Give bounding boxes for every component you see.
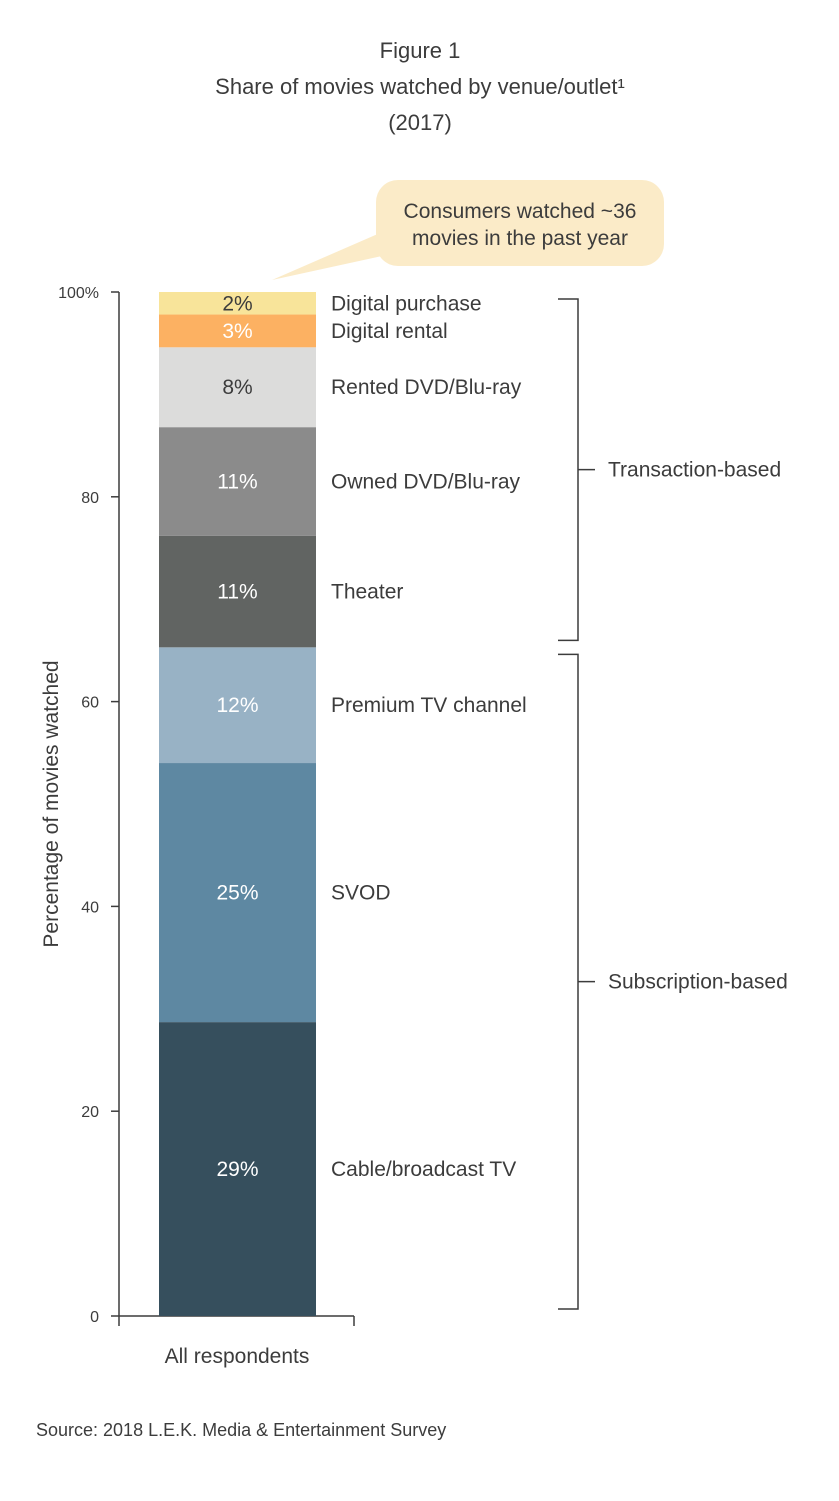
group-label: Transaction-based	[608, 459, 781, 482]
callout-line-2: movies in the past year	[412, 227, 628, 250]
segment-name-label: Digital rental	[331, 320, 448, 343]
y-tick-label: 100%	[58, 285, 99, 302]
bar-segment	[159, 763, 316, 1023]
segment-name-label: Digital purchase	[331, 292, 482, 315]
bar-segment	[159, 647, 316, 764]
segment-name-label: Premium TV channel	[331, 694, 527, 717]
data-label: 11%	[217, 581, 257, 604]
bar-segment	[159, 535, 316, 648]
bar-segment	[159, 314, 316, 348]
bar-segment	[159, 347, 316, 428]
bar-segments: 29% Cable/broadcast TV 25% SVOD 12% Premium T…	[159, 292, 527, 1316]
data-label: 2%	[222, 292, 252, 315]
callout-bubble	[376, 180, 664, 266]
y-axis-title: Percentage of movies watched	[40, 660, 63, 947]
bar-segment	[159, 427, 316, 536]
data-label: 12%	[216, 694, 258, 717]
segment-name-label: Cable/broadcast TV	[331, 1158, 516, 1181]
bar-segment	[159, 1022, 316, 1316]
group-bracket	[558, 653, 595, 1310]
y-tick-label: 60	[81, 695, 99, 712]
y-tick-label: 40	[81, 899, 99, 916]
y-tick-label: 80	[81, 490, 99, 507]
group-brackets: Subscription-based Transaction-based	[558, 298, 788, 1310]
segment-name-label: Rented DVD/Blu-ray	[331, 376, 522, 399]
x-category-label: All respondents	[165, 1345, 310, 1368]
segment-name-label: Owned DVD/Blu-ray	[331, 470, 521, 493]
x-axis: All respondents	[118, 1315, 355, 1368]
bar-segment	[159, 292, 316, 315]
callout-pointer	[272, 233, 400, 280]
group-bracket	[558, 298, 595, 642]
data-label: 3%	[222, 320, 252, 343]
callout-line-1: Consumers watched ~36	[404, 200, 637, 223]
y-ticks: 0 20 40 60 80 100%	[58, 285, 119, 1326]
chart-subtitle: (2017)	[388, 110, 452, 135]
y-tick-label: 0	[90, 1309, 99, 1326]
source-note: Source: 2018 L.E.K. Media & Entertainmen…	[36, 1420, 446, 1440]
segment-name-label: Theater	[331, 581, 403, 604]
data-label: 8%	[222, 376, 252, 399]
callout: Consumers watched ~36 movies in the past…	[272, 180, 664, 280]
y-tick-label: 20	[81, 1104, 99, 1121]
data-label: 11%	[217, 470, 257, 493]
segment-name-label: SVOD	[331, 882, 391, 905]
chart-title: Share of movies watched by venue/outlet¹	[215, 74, 625, 99]
figure-label: Figure 1	[380, 38, 461, 63]
data-label: 25%	[216, 882, 258, 905]
data-label: 29%	[216, 1158, 258, 1181]
group-label: Subscription-based	[608, 971, 788, 994]
